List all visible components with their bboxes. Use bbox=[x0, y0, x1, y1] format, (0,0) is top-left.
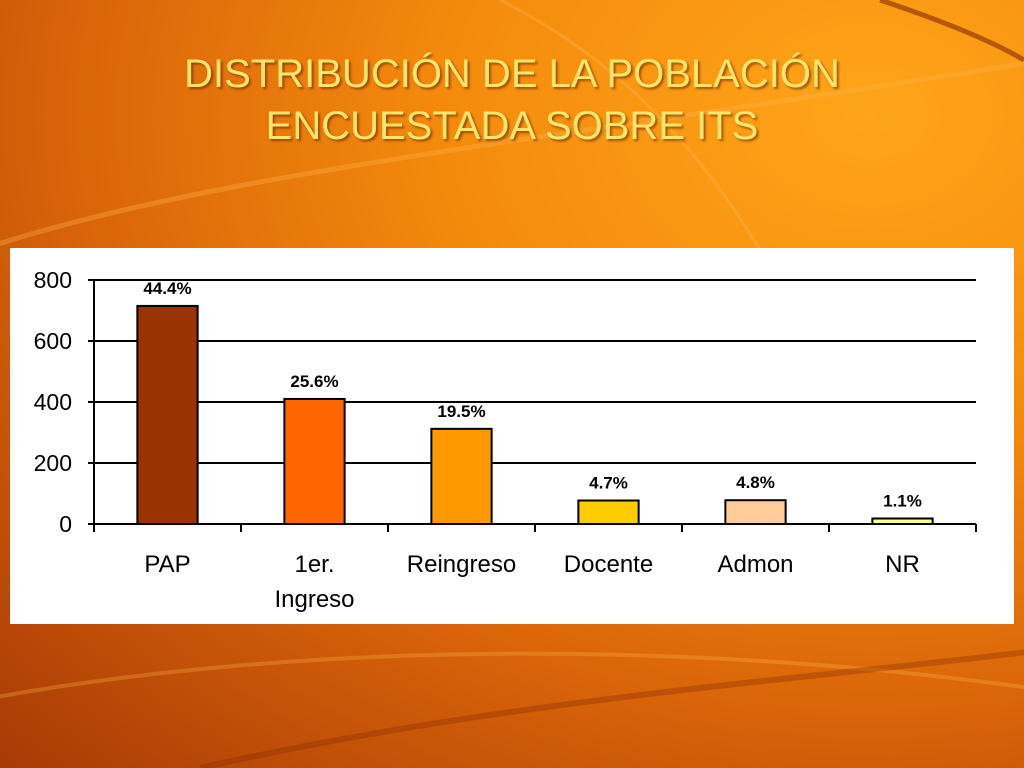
bar-4 bbox=[577, 499, 640, 525]
data-label-2: 25.6% bbox=[290, 372, 338, 391]
data-label-4: 4.7% bbox=[589, 474, 628, 493]
chart-panel: 0 200 400 600 800 44.4% PAP 25.6% 1er. Ingreso 19.… bbox=[10, 248, 1014, 624]
x-category-label: Docente bbox=[564, 551, 653, 578]
slide-title: DISTRIBUCIÓN DE LA POBLACIÓN ENCUESTADA … bbox=[0, 48, 1024, 152]
x-category-label: Admon bbox=[717, 551, 793, 578]
y-tick-label: 400 bbox=[34, 389, 72, 415]
data-label-6: 1.1% bbox=[883, 492, 922, 511]
y-tick-label: 200 bbox=[34, 450, 72, 476]
slide-title-line-2: ENCUESTADA SOBRE ITS bbox=[265, 104, 759, 148]
y-tick-label: 600 bbox=[34, 328, 72, 354]
bar-5 bbox=[724, 499, 787, 526]
x-category-label: 1er. bbox=[294, 551, 334, 578]
bar-1 bbox=[136, 304, 199, 525]
y-tick-label: 800 bbox=[34, 267, 72, 293]
y-tick-label: 0 bbox=[59, 511, 72, 537]
bar-3 bbox=[430, 427, 493, 525]
bar-2 bbox=[283, 397, 346, 525]
x-category-label: NR bbox=[885, 551, 920, 578]
data-label-3: 19.5% bbox=[437, 402, 485, 421]
bar-chart: 0 200 400 600 800 44.4% PAP 25.6% 1er. Ingreso 19.… bbox=[34, 267, 977, 613]
data-label-5: 4.8% bbox=[736, 473, 775, 492]
slide-title-line-1: DISTRIBUCIÓN DE LA POBLACIÓN bbox=[184, 52, 840, 96]
x-category-label: Reingreso bbox=[407, 551, 516, 578]
x-category-label: PAP bbox=[144, 551, 190, 578]
data-label-1: 44.4% bbox=[143, 279, 191, 298]
x-category-label: Ingreso bbox=[274, 586, 354, 613]
